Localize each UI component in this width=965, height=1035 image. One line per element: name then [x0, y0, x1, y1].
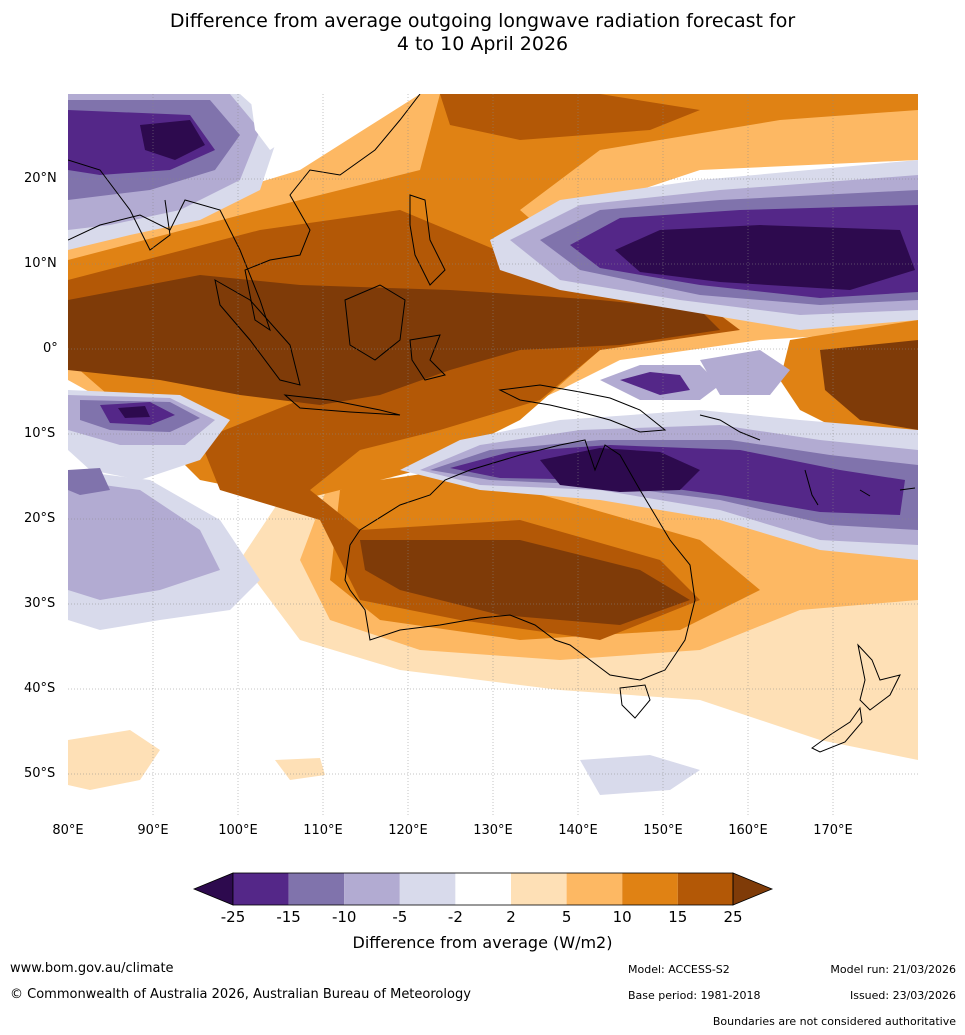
new-zealand-north-coastline [857, 643, 901, 711]
lat-label: 20°S [24, 511, 56, 526]
title-line-2: 4 to 10 April 2026 [396, 33, 569, 55]
colorbar-segment [233, 873, 289, 905]
colorbar-segment [455, 873, 511, 905]
colorbar-tick: 2 [506, 908, 516, 926]
colorbar-tick: -10 [331, 908, 357, 926]
anomaly-region [615, 225, 915, 290]
issued-date: Issued: 23/03/2026 [849, 989, 956, 1002]
anomaly-region [140, 120, 205, 160]
solomon-islands-coastline [699, 414, 761, 441]
anomaly-region [250, 94, 330, 150]
lon-label: 80°E [52, 823, 84, 838]
copyright-text: © Commonwealth of Australia 2026, Austra… [10, 987, 471, 1002]
colorbar [192, 872, 774, 906]
lon-label: 160°E [728, 823, 768, 838]
colorbar-tick: 15 [668, 908, 688, 926]
lat-label: 10°S [24, 426, 56, 441]
lat-label: 40°S [24, 681, 56, 696]
australia-coastline [344, 439, 696, 681]
lon-label: 140°E [558, 823, 598, 838]
model-name: Model: ACCESS-S2 [628, 963, 730, 976]
coastlines [68, 94, 916, 753]
boundaries-disclaimer: Boundaries are not considered authoritat… [712, 1015, 956, 1028]
website-link[interactable]: www.bom.gov.au/climate [10, 961, 174, 976]
india-coastline [68, 159, 171, 251]
lon-label: 90°E [137, 823, 169, 838]
lon-label: 130°E [473, 823, 513, 838]
anomaly-region [440, 94, 700, 140]
lon-label: 150°E [643, 823, 683, 838]
new-guinea-coastline [498, 384, 667, 433]
anomaly-region [68, 480, 220, 600]
borneo-coastline [344, 284, 406, 361]
anomaly-region [540, 448, 700, 492]
anomaly-region [580, 755, 700, 795]
gridlines [68, 94, 918, 816]
philippines-coastline [409, 194, 446, 286]
anomaly-region [820, 340, 918, 430]
lon-label: 120°E [388, 823, 428, 838]
colorbar-segment [288, 873, 345, 905]
title-line-1: Difference from average outgoing longwav… [169, 10, 796, 32]
anomaly-region [620, 372, 690, 395]
anomaly-region [360, 540, 690, 625]
sulawesi-coastline [409, 334, 446, 381]
anomaly-region [118, 406, 150, 418]
colorbar-tick: 10 [612, 908, 632, 926]
colorbar-segment [399, 873, 456, 905]
anomaly-region [68, 468, 110, 495]
model-run-date: Model run: 21/03/2026 [830, 963, 956, 976]
colorbar-tick: -15 [276, 908, 301, 926]
colorbar-segment [511, 873, 567, 905]
colorbar-segment [566, 873, 623, 905]
lat-label: 20°N [24, 171, 57, 186]
colorbar-segment [344, 873, 400, 905]
colorbar-title: Difference from average (W/m2) [352, 933, 613, 952]
base-period: Base period: 1981-2018 [628, 989, 761, 1002]
colorbar-tick: -2 [447, 908, 463, 926]
vanuatu-coastline [804, 469, 819, 506]
colorbar-extend-high [732, 872, 774, 906]
lon-label: 100°E [218, 823, 258, 838]
tasmania-coastline [619, 684, 651, 719]
lat-label: 0° [43, 341, 58, 356]
anomaly-region [68, 730, 160, 790]
colorbar-tick: -25 [220, 908, 246, 926]
colorbar-tick: -5 [392, 908, 408, 926]
colorbar-extend-low [192, 872, 234, 906]
colorbar-tick: 5 [561, 908, 572, 926]
mainland-asia-coastline [68, 94, 421, 332]
fiji-coastline [859, 487, 916, 497]
colorbar-tick: 25 [723, 908, 743, 926]
lat-label: 50°S [24, 766, 56, 781]
java-coastline [283, 394, 401, 416]
anomaly-region [68, 275, 720, 405]
anomaly-region [275, 758, 325, 780]
sumatra-coastline [214, 279, 301, 386]
new-zealand-south-coastline [811, 706, 863, 753]
lon-label: 170°E [813, 823, 853, 838]
colorbar-segment [677, 873, 733, 905]
lon-label: 110°E [303, 823, 343, 838]
map-title: Difference from average outgoing longwav… [0, 10, 965, 56]
anomaly-region [700, 350, 790, 395]
lat-label: 30°S [24, 596, 56, 611]
lat-label: 10°N [24, 256, 57, 271]
colorbar-segment [622, 873, 678, 905]
